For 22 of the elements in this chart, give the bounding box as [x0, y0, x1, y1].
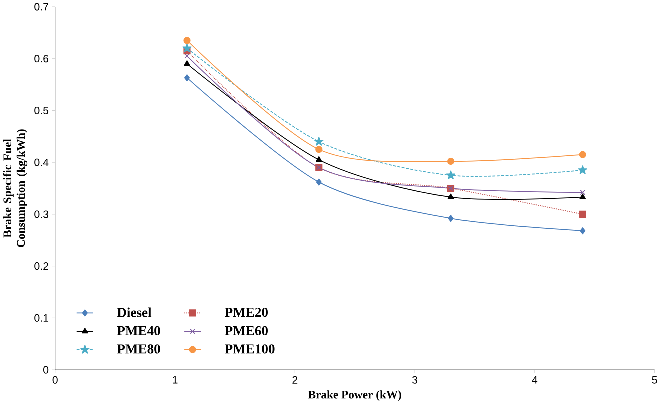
legend-label: PME60 — [225, 326, 268, 336]
legend-label: PME100 — [225, 344, 275, 354]
x-axis-title: Brake Power (kW) — [308, 390, 402, 401]
y-tick-label: 0.7 — [34, 3, 48, 11]
legend-label: PME40 — [117, 326, 160, 336]
legend-label: PME80 — [117, 344, 160, 354]
legend-label: PME20 — [225, 308, 268, 317]
y-tick-label: 0.1 — [34, 314, 49, 322]
x-tick-label: 0 — [52, 376, 58, 384]
y-tick-label: 0.2 — [34, 262, 48, 270]
x-tick-label: 1 — [173, 376, 178, 384]
y-tick-label: 0.3 — [34, 210, 49, 218]
x-tick-label: 2 — [292, 376, 298, 384]
legend-label: Diesel — [117, 308, 152, 318]
y-tick-label: 0.6 — [34, 54, 49, 62]
x-tick-label: 5 — [652, 376, 658, 384]
y-tick-label: 0.5 — [34, 106, 49, 114]
y-tick-label: 0 — [44, 366, 49, 374]
y-tick-label: 0.4 — [34, 158, 49, 166]
x-tick-label: 4 — [532, 376, 538, 384]
y-axis-title: Brake Specific Fuel Consumption (kg/kWh) — [3, 129, 28, 248]
x-tick-label: 3 — [412, 376, 418, 384]
